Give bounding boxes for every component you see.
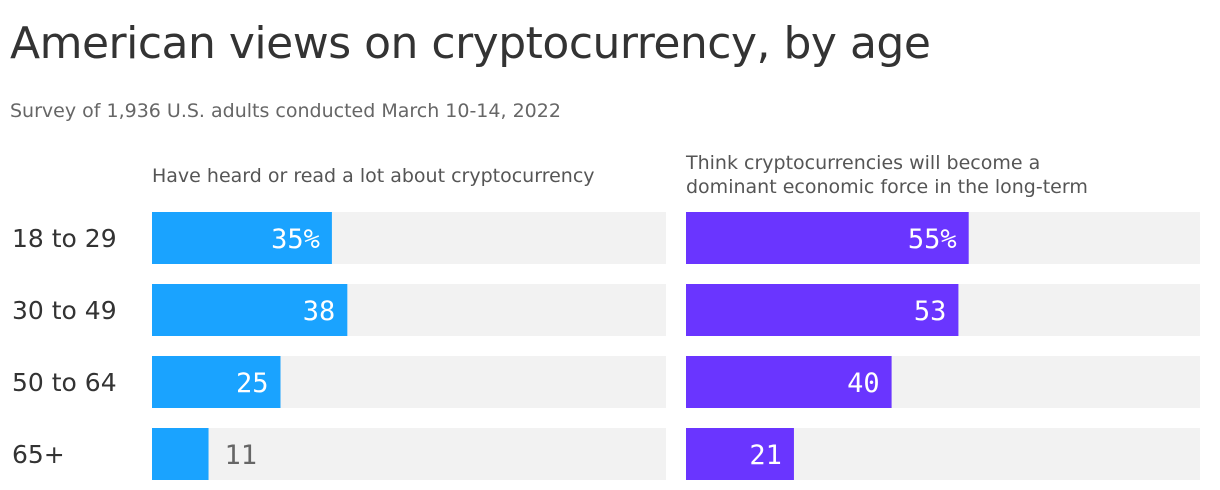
data-label: 35% — [271, 224, 320, 255]
category-label: 65+ — [12, 440, 65, 469]
data-label: 55% — [908, 224, 957, 255]
category-label: 30 to 49 — [12, 296, 117, 325]
panel-header-heard: Have heard or read a lot about cryptocur… — [152, 165, 595, 187]
data-label: 40 — [847, 368, 880, 399]
bar-track — [152, 428, 666, 480]
bar — [152, 284, 348, 336]
panel-header-dominant-force: Think cryptocurrencies will become a dom… — [686, 152, 1088, 198]
data-label: 21 — [749, 440, 782, 471]
chart-subtitle: Survey of 1,936 U.S. adults conducted Ma… — [10, 100, 561, 122]
data-label: 38 — [303, 296, 336, 327]
bar — [686, 428, 794, 480]
chart-title: American views on cryptocurrency, by age — [10, 18, 931, 69]
bar — [152, 428, 209, 480]
category-label: 18 to 29 — [12, 224, 117, 253]
bar — [152, 212, 332, 264]
data-label: 53 — [914, 296, 947, 327]
bar — [152, 356, 281, 408]
bar — [686, 284, 959, 336]
bar — [686, 356, 892, 408]
bar — [686, 212, 969, 264]
data-label: 25 — [236, 368, 269, 399]
category-label: 50 to 64 — [12, 368, 117, 397]
data-label: 11 — [225, 440, 258, 471]
